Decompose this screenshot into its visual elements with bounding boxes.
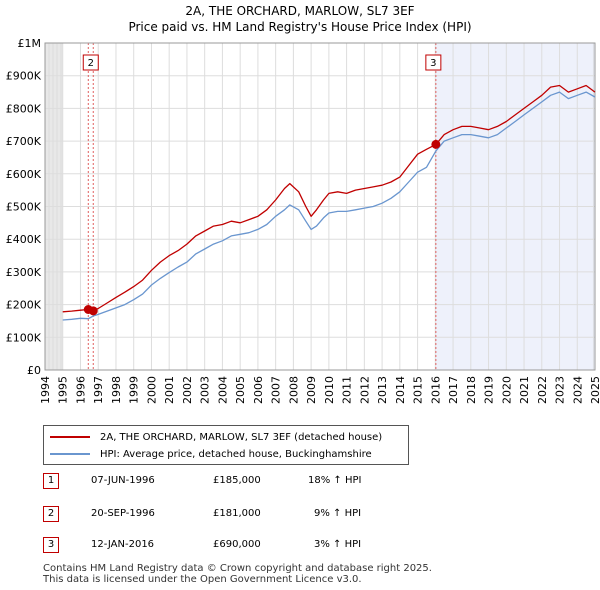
y-tick-label: £1M	[18, 37, 42, 50]
x-tick-label: 2006	[252, 376, 265, 404]
transaction-point	[88, 306, 98, 316]
x-tick-label: 2016	[429, 376, 442, 404]
transaction-date: 12-JAN-2016	[91, 539, 155, 550]
transaction-label-number: 3	[430, 58, 436, 69]
y-tick-label: £800K	[6, 102, 42, 115]
transaction-label-number: 2	[88, 58, 94, 69]
x-tick-label: 2012	[358, 376, 371, 404]
x-tick-label: 2009	[305, 376, 318, 404]
transaction-label-box	[425, 54, 442, 71]
transaction-hpi: 9% ↑ HPI	[314, 508, 362, 519]
x-tick-label: 2024	[571, 376, 584, 404]
legend-hpi-label: HPI: Average price, detached house, Buck…	[100, 448, 372, 460]
transaction-hpi: 3% ↑ HPI	[314, 539, 362, 550]
x-tick-label: 2008	[287, 376, 300, 404]
transaction-badge: 1	[43, 473, 59, 489]
x-tick-label: 2001	[163, 376, 176, 404]
transaction-price: £185,000	[213, 475, 261, 486]
y-tick-label: £400K	[6, 233, 42, 246]
series-line	[62, 91, 596, 321]
x-tick-label: 2017	[447, 376, 460, 404]
hpi-line-swatch	[50, 453, 90, 455]
legend-item-property: 2A, THE ORCHARD, MARLOW, SL7 3EF (detach…	[50, 430, 382, 444]
x-tick-label: 2010	[323, 376, 336, 404]
x-tick-label: 1996	[74, 376, 87, 404]
legend: 2A, THE ORCHARD, MARLOW, SL7 3EF (detach…	[43, 425, 409, 465]
x-tick-label: 2022	[536, 376, 549, 404]
x-tick-label: 1998	[110, 376, 123, 404]
x-tick-label: 2021	[518, 376, 531, 404]
x-tick-label: 2003	[199, 376, 212, 404]
y-tick-label: £300K	[6, 266, 42, 279]
plot-frame	[44, 42, 596, 371]
footer-licence: This data is licensed under the Open Gov…	[43, 574, 362, 585]
transaction-price: £690,000	[213, 539, 261, 550]
chart-title: 2A, THE ORCHARD, MARLOW, SL7 3EF	[185, 4, 415, 18]
x-tick-label: 2000	[145, 376, 158, 404]
chart-subtitle: Price paid vs. HM Land Registry's House …	[128, 20, 472, 34]
x-tick-label: 2023	[554, 376, 567, 404]
y-tick-label: £500K	[6, 201, 42, 214]
series-line	[62, 84, 596, 313]
x-tick-label: 2004	[216, 376, 229, 404]
transaction-label-box	[82, 54, 99, 71]
x-tick-label: 1995	[57, 376, 70, 404]
x-tick-label: 2013	[376, 376, 389, 404]
transaction-row: 3 12-JAN-2016 £690,000 3% ↑ HPI	[43, 537, 443, 555]
transaction-badge: 3	[43, 537, 59, 553]
price-chart: £0 £100K £200K £300K £400K £500K £600K £700K £80…	[6, 37, 600, 404]
transaction-row: 2 20-SEP-1996 £181,000 9% ↑ HPI	[43, 506, 443, 524]
footer-copyright: Contains HM Land Registry data © Crown c…	[43, 563, 432, 574]
transaction-price: £181,000	[213, 508, 261, 519]
transaction-date: 20-SEP-1996	[91, 508, 155, 519]
transaction-date: 07-JUN-1996	[91, 475, 155, 486]
legend-item-hpi: HPI: Average price, detached house, Buck…	[50, 447, 372, 461]
x-tick-label: 2014	[394, 376, 407, 404]
transaction-hpi: 18% ↑ HPI	[308, 475, 362, 486]
x-tick-label: 2019	[483, 376, 496, 404]
x-tick-label: 2002	[181, 376, 194, 404]
y-tick-label: £700K	[6, 135, 42, 148]
transaction-row: 1 07-JUN-1996 £185,000 18% ↑ HPI	[43, 473, 443, 491]
transaction-badge: 2	[43, 506, 59, 522]
y-tick-label: £600K	[6, 168, 42, 181]
transaction-point	[431, 139, 441, 149]
x-tick-label: 2015	[412, 376, 425, 404]
y-tick-label: £900K	[6, 70, 42, 83]
x-tick-label: 2007	[270, 376, 283, 404]
x-tick-label: 1994	[39, 376, 52, 404]
x-tick-label: 2025	[589, 376, 600, 404]
y-tick-label: £200K	[6, 299, 42, 312]
x-tick-label: 2018	[465, 376, 478, 404]
footer: Contains HM Land Registry data © Crown c…	[43, 563, 432, 585]
x-tick-label: 1997	[92, 376, 105, 404]
x-tick-label: 2005	[234, 376, 247, 404]
y-tick-label: £100K	[6, 331, 42, 344]
y-tick-label: £0	[27, 364, 41, 377]
x-tick-label: 1999	[128, 376, 141, 404]
property-line-swatch	[50, 436, 90, 438]
legend-property-label: 2A, THE ORCHARD, MARLOW, SL7 3EF (detach…	[100, 431, 383, 443]
x-tick-label: 2020	[500, 376, 513, 404]
x-tick-label: 2011	[341, 376, 354, 404]
